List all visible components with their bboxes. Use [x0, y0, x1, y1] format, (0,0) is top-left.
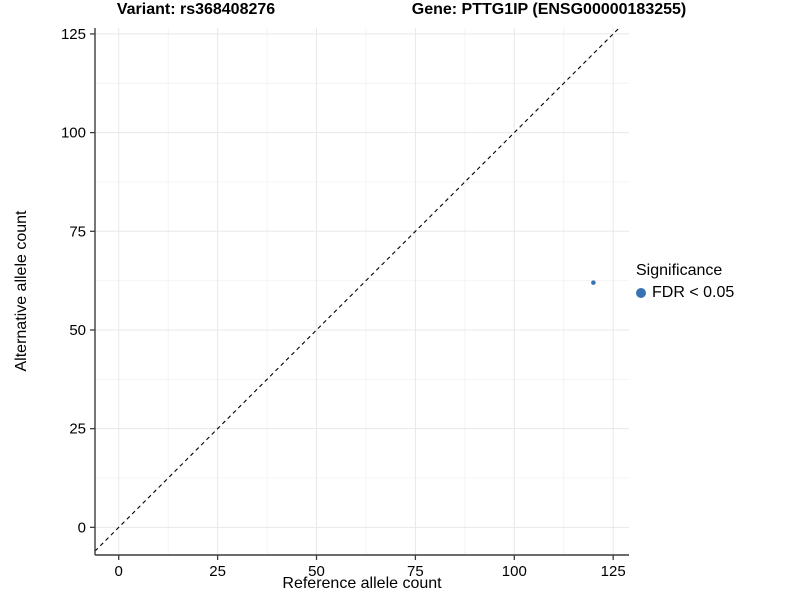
- x-axis-label: Reference allele count: [282, 575, 442, 592]
- x-tick-label: 0: [115, 563, 123, 580]
- y-tick-label: 75: [69, 223, 86, 240]
- legend-item: FDR < 0.05: [636, 284, 734, 302]
- variant-title: Variant: rs368408276: [116, 1, 276, 18]
- x-tick-label: 125: [601, 563, 626, 580]
- y-tick-label: 125: [61, 26, 86, 43]
- x-tick-label: 50: [308, 563, 325, 580]
- y-tick-label: 0: [78, 519, 86, 536]
- y-tick-label: 100: [61, 125, 86, 142]
- y-tick-label: 25: [69, 421, 86, 438]
- legend-dot-icon: [636, 288, 646, 298]
- legend-item-label: FDR < 0.05: [652, 284, 735, 301]
- x-tick-label: 25: [209, 563, 226, 580]
- legend: Significance FDR < 0.05: [636, 262, 734, 302]
- gene-title: Gene: PTTG1IP (ENSG00000183255): [411, 1, 687, 18]
- identity-line: [94, 27, 620, 552]
- x-tick-label: 75: [407, 563, 424, 580]
- data-point: [591, 280, 596, 285]
- y-tick-label: 50: [69, 322, 86, 339]
- y-axis-label: Alternative allele count: [13, 210, 30, 372]
- legend-title: Significance: [636, 262, 723, 279]
- x-tick-label: 100: [502, 563, 527, 580]
